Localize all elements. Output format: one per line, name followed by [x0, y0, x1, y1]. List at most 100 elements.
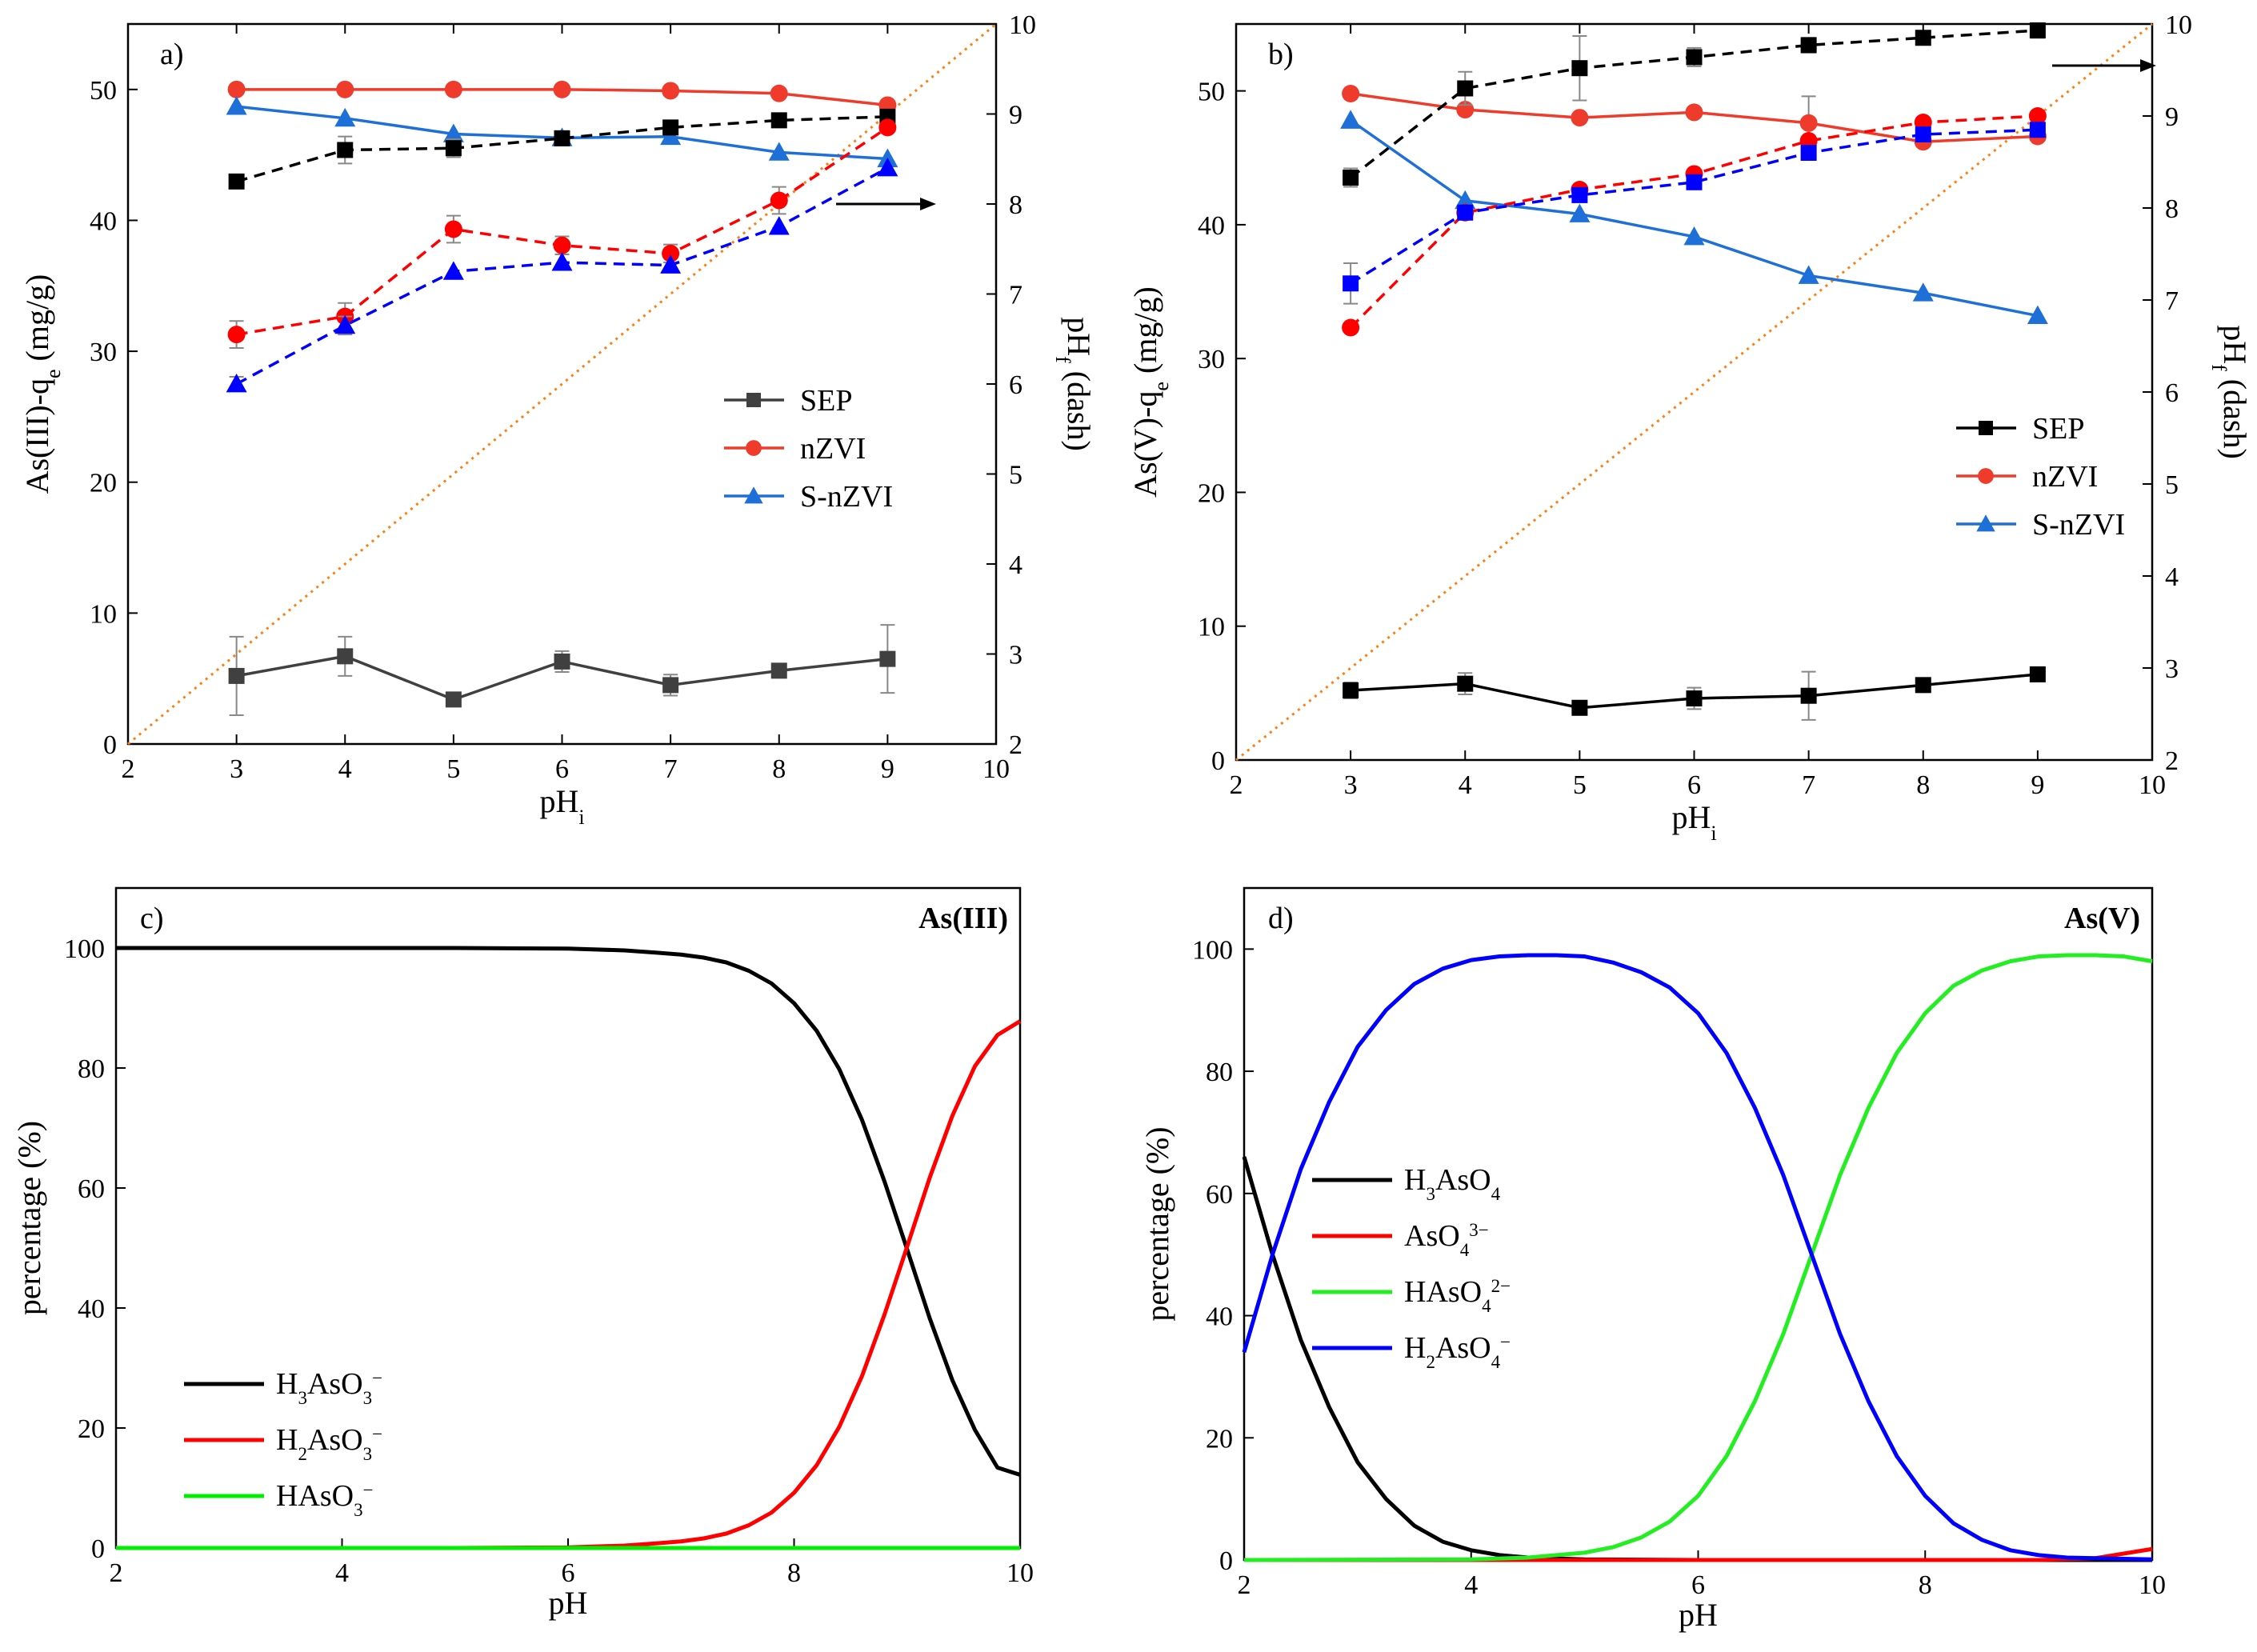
data-point [1569, 203, 1591, 222]
x-tick-label: 7 [1802, 770, 1815, 800]
x-tick-label: 6 [1687, 770, 1701, 800]
y2-tick-label: 3 [2165, 654, 2179, 684]
text-part: (mg/g) [1127, 286, 1163, 382]
y2-tick-label: 4 [1009, 550, 1022, 580]
y-axis-label: percentage (%) [11, 1121, 47, 1315]
data-point [1457, 675, 1474, 692]
text-part: 2− [1491, 1276, 1511, 1296]
y-tick-label: 10 [90, 599, 117, 629]
y2-axis-label: pHf (dash) [1052, 317, 1098, 451]
panel-label: b) [1268, 38, 1294, 71]
data-point [337, 648, 354, 665]
data-point [1800, 145, 1817, 161]
series-line [236, 126, 889, 336]
data-point [2028, 107, 2047, 125]
data-point [444, 80, 462, 98]
y-tick-label: 80 [1206, 1058, 1233, 1087]
x-tick-label: 2 [1238, 1570, 1251, 1600]
text-part: f [1052, 356, 1075, 363]
data-point [770, 112, 787, 129]
data-point [1915, 30, 1931, 46]
data-point [1799, 114, 1818, 132]
species-curve [1243, 953, 2153, 1562]
data-point [336, 80, 354, 98]
text-part: e [42, 369, 65, 378]
data-point [1686, 174, 1703, 190]
data-point [1571, 60, 1588, 77]
series-line [235, 166, 889, 386]
data-point [1457, 80, 1474, 97]
x-tick-label: 8 [1916, 770, 1930, 800]
data-point [1457, 204, 1474, 221]
panel-label: c) [140, 902, 164, 935]
series-nzvi [1342, 84, 2047, 151]
x-tick-label: 10 [2139, 770, 2166, 800]
y-tick-label: 40 [78, 1294, 105, 1324]
x-tick-label: 9 [2031, 770, 2044, 800]
x-tick-label: 4 [1464, 1570, 1478, 1600]
arrow-head [2140, 59, 2156, 72]
y2-tick-label: 8 [2165, 194, 2179, 224]
x-tick-label: 10 [2139, 1570, 2166, 1600]
y-tick-label: 60 [1206, 1180, 1233, 1210]
text-part: f [2208, 364, 2231, 371]
chart-title: As(V) [2064, 902, 2140, 935]
data-point [1912, 282, 1934, 302]
series-line [1350, 119, 2039, 318]
text-part: As(V)-q [1127, 391, 1163, 498]
text-part: As(III)-q [19, 378, 55, 494]
plot-frame [114, 886, 1022, 1550]
text-part: 4 [1482, 1296, 1491, 1316]
data-point [1340, 110, 1362, 129]
data-point [2027, 305, 2048, 325]
legend-label: S-nZVI [2032, 508, 2125, 542]
x-tick-label: 2 [122, 754, 135, 784]
text-part: (mg/g) [19, 274, 55, 370]
x-tick-label: 10 [1006, 1558, 1034, 1588]
panel-label: d) [1268, 902, 1294, 935]
legend-label: H2AsO3− [276, 1423, 382, 1464]
y2-tick-label: 6 [2165, 378, 2179, 408]
x-tick-label: 2 [110, 1558, 123, 1588]
text-part: e [1150, 382, 1173, 391]
text-part: AsO [307, 1367, 363, 1401]
x-tick-label: 4 [335, 1558, 349, 1588]
y-tick-label: 0 [1219, 1546, 1233, 1576]
legend-label: HAsO3− [276, 1479, 374, 1520]
data-point [334, 314, 356, 334]
text-part: AsO [1435, 1331, 1491, 1365]
data-point [662, 677, 679, 694]
data-point [1571, 109, 1589, 127]
data-point [227, 80, 246, 98]
data-point [768, 216, 790, 235]
x-tick-label: 8 [787, 1558, 801, 1588]
data-point [768, 142, 790, 161]
legend-label: AsO43− [1404, 1219, 1489, 1260]
plot-frame [1235, 22, 2154, 762]
data-point [442, 123, 464, 142]
y-tick-label: 40 [1206, 1302, 1233, 1332]
y-tick-label: 20 [1198, 478, 1225, 508]
legend-label: H3AsO4 [1404, 1163, 1501, 1204]
data-point [1800, 687, 1817, 704]
series-sep-phf [228, 108, 896, 190]
x-axis-label: pHi [539, 783, 584, 829]
y-tick-label: 30 [1198, 345, 1225, 374]
data-point [445, 140, 462, 157]
data-point [1455, 190, 1476, 210]
legend-label: nZVI [800, 432, 866, 466]
text-part: AsO [1435, 1163, 1491, 1197]
x-tick-label: 4 [338, 754, 352, 784]
text-part: HAsO [276, 1479, 354, 1513]
x-tick-label: 4 [1459, 770, 1472, 800]
data-point [662, 244, 680, 262]
text-part: i [1711, 822, 1716, 845]
panel-b-adsorption-as5: 2 3 4 5 6 7 8 9 10010203040502345678910pHiAs(V)-… [1127, 10, 2253, 845]
data-point [551, 252, 573, 271]
data-point [1686, 49, 1703, 66]
data-point [878, 118, 897, 137]
y2-tick-label: 8 [1009, 190, 1022, 220]
x-tick-label: 8 [1919, 1570, 1932, 1600]
y2-tick-label: 10 [1009, 10, 1036, 40]
